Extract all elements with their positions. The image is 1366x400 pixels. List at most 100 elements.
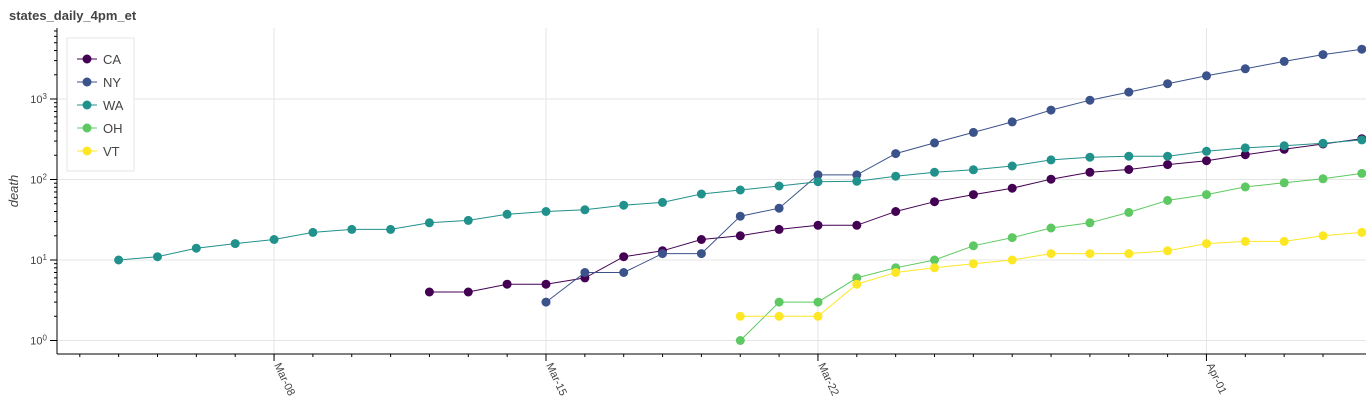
data-point-wa [153, 252, 162, 262]
series-line-ny [545, 48, 1362, 303]
data-point-ca [1085, 167, 1095, 177]
data-point-ny [1163, 79, 1173, 89]
data-point-wa [463, 215, 473, 225]
y-tick-labels: 100 101 102 103 [30, 92, 47, 348]
data-point-wa [541, 207, 551, 216]
data-point-ca [891, 207, 901, 216]
data-point-ny [541, 297, 551, 307]
y-tick-label: 102 [30, 173, 47, 187]
data-point-ca [930, 197, 939, 207]
data-point-ca [813, 220, 823, 230]
data-point-wa [658, 197, 667, 207]
data-point-wa [1007, 161, 1017, 171]
legend-marker-ny [82, 77, 92, 87]
data-point-ca [696, 235, 706, 244]
data-point-oh [1279, 178, 1289, 188]
data-point-oh [1318, 174, 1328, 184]
series-line-vt [740, 231, 1362, 317]
plot-area [114, 44, 1366, 345]
data-point-ny [891, 149, 901, 159]
data-point-ny [930, 138, 939, 148]
data-point-vt [1007, 255, 1017, 265]
data-point-wa [1085, 152, 1095, 162]
data-point-ny [1240, 64, 1250, 74]
series-ny [541, 44, 1366, 307]
data-point-ca [1240, 150, 1250, 160]
data-point-ny [1046, 105, 1056, 115]
data-point-wa [1202, 146, 1211, 156]
y-tick-label: 100 [30, 334, 47, 348]
data-point-vt [813, 311, 823, 321]
data-point-oh [1163, 195, 1173, 205]
data-point-vt [1124, 249, 1134, 259]
data-point-wa [813, 177, 823, 187]
x-tick-labels: Mar-08 Mar-15 Mar-22 Apr-01 [271, 361, 1228, 398]
data-point-ny [619, 268, 629, 277]
data-point-oh [1007, 233, 1017, 243]
data-point-vt [735, 311, 745, 321]
data-point-ny [580, 268, 590, 277]
data-point-ny [696, 249, 706, 259]
data-point-oh [930, 255, 939, 265]
data-point-ny [1357, 44, 1366, 54]
data-point-vt [1357, 227, 1366, 237]
data-point-ny [852, 170, 862, 180]
data-point-wa [1163, 151, 1173, 161]
legend: CA NY WA OH VT [66, 37, 135, 172]
data-point-wa [930, 167, 939, 177]
data-point-vt [968, 259, 978, 269]
data-point-wa [580, 205, 590, 215]
legend-label-ny: NY [103, 75, 121, 90]
data-point-ny [1007, 117, 1017, 127]
data-point-vt [1318, 231, 1328, 241]
data-point-vt [1085, 249, 1095, 259]
data-point-oh [1240, 182, 1250, 192]
legend-label-oh: OH [103, 121, 123, 136]
data-point-ca [1202, 156, 1211, 166]
data-point-ny [1318, 50, 1328, 60]
data-point-oh [1046, 223, 1056, 233]
data-point-wa [1046, 155, 1056, 165]
data-point-vt [774, 311, 784, 321]
data-point-wa [619, 200, 629, 210]
legend-label-wa: WA [103, 98, 124, 113]
data-point-wa [968, 165, 978, 175]
x-tick-label: Mar-08 [271, 361, 297, 398]
data-point-ny [1124, 87, 1134, 97]
data-point-wa [308, 227, 318, 237]
data-point-ny [1279, 56, 1289, 66]
data-point-wa [1279, 141, 1289, 151]
legend-marker-vt [82, 146, 92, 156]
data-point-oh [852, 273, 862, 283]
data-point-ny [658, 249, 667, 259]
data-point-wa [735, 185, 745, 195]
data-point-ny [774, 203, 784, 213]
data-point-wa [852, 176, 862, 186]
legend-marker-ca [82, 54, 92, 64]
data-point-ny [1085, 95, 1095, 105]
data-point-vt [1240, 236, 1250, 246]
data-point-ny [968, 127, 978, 137]
data-point-ca [968, 190, 978, 200]
data-point-oh [735, 336, 745, 345]
data-point-wa [774, 181, 784, 191]
data-point-vt [1279, 236, 1289, 246]
data-point-ca [774, 224, 784, 234]
x-tick-label: Mar-15 [543, 361, 569, 398]
data-point-wa [386, 224, 396, 234]
data-point-ca [1163, 160, 1173, 170]
data-point-wa [696, 189, 706, 199]
data-point-vt [1202, 239, 1211, 249]
y-axis-label: death [6, 175, 21, 208]
legend-label-vt: VT [103, 144, 120, 159]
series-vt [735, 227, 1366, 321]
data-point-vt [930, 263, 939, 273]
data-point-vt [1163, 246, 1173, 256]
chart-title: states_daily_4pm_et [9, 8, 137, 23]
data-point-ca [1007, 183, 1017, 193]
data-point-oh [1085, 218, 1095, 228]
data-point-wa [1318, 138, 1328, 148]
data-point-wa [1240, 143, 1250, 153]
data-point-oh [1202, 190, 1211, 200]
legend-label-ca: CA [103, 52, 121, 67]
